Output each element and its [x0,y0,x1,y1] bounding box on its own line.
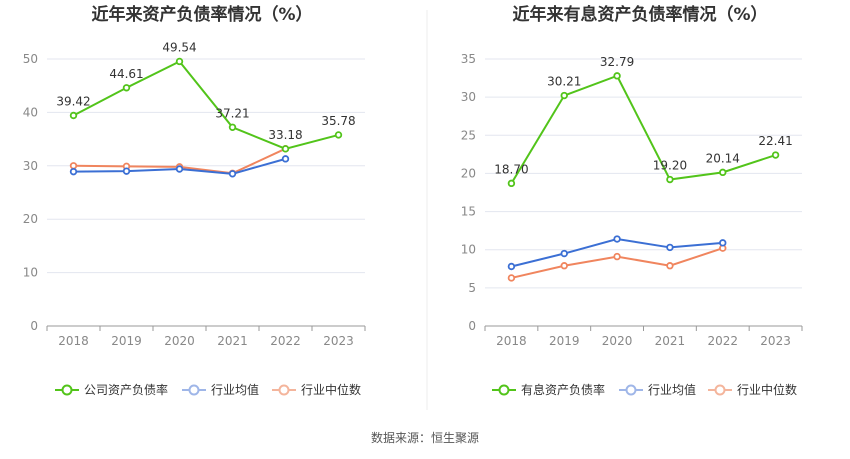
y-tick-label-left: 10 [23,266,38,280]
data-point-avg-left[interactable] [122,167,131,175]
data-source: 数据来源：恒生聚源 [371,430,479,445]
legend-marker-icon [714,384,726,396]
chart-title-left: 近年来资产负债率情况（%） [91,4,312,25]
x-tick-label-left: 2021 [217,334,248,348]
data-point-main-right[interactable] [507,179,516,188]
data-point-median-left[interactable] [69,162,78,170]
x-tick-label-right: 2021 [655,334,686,348]
data-label-right: 20.14 [706,151,740,165]
y-tick-label-right: 0 [468,319,476,333]
data-label-left: 49.54 [162,40,196,54]
x-tick-label-left: 2023 [323,334,354,348]
data-label-left: 33.18 [268,128,302,142]
data-label-left: 39.42 [56,94,90,108]
data-point-median-right[interactable] [560,262,568,270]
legend-label-avg-left: 行业均值 [211,382,259,397]
data-point-main-left[interactable] [122,84,131,92]
x-tick-label-right: 2023 [760,334,791,348]
legend-label-median-left: 行业中位数 [301,382,361,397]
data-point-avg-right[interactable] [560,249,568,258]
legend-label-avg-right: 行业均值 [648,382,696,397]
data-point-main-left[interactable] [228,123,237,131]
x-tick-label-left: 2022 [270,334,301,348]
y-tick-label-left: 40 [23,105,38,119]
data-label-left: 37.21 [215,106,249,120]
data-point-median-right[interactable] [666,262,674,270]
x-tick-label-left: 2020 [164,334,195,348]
plot-right: 0 5 10 15 20 25 30 35 2018 2019 2020 2021 2022 2023 18… [461,52,803,348]
legend-item-avg-left[interactable]: 行业均值 [182,382,259,397]
data-point-main-right[interactable] [719,168,727,177]
data-point-main-right[interactable] [666,175,674,184]
plot-left: 0 10 20 30 40 50 2018 2019 2020 2021 2022 2023 39.42… [23,40,366,348]
data-point-main-right[interactable] [613,72,621,80]
data-label-left: 35.78 [321,114,355,128]
data-point-median-right[interactable] [507,274,516,282]
x-tick-label-right: 2022 [707,334,738,348]
data-label-right: 22.41 [758,134,792,148]
data-point-avg-right[interactable] [666,243,674,252]
data-label-right: 30.21 [547,75,581,89]
data-point-avg-left[interactable] [281,155,290,163]
x-tick-label-left: 2019 [111,334,142,348]
data-point-avg-left[interactable] [175,165,184,173]
legend-label-main-left: 公司资产负债率 [84,382,168,397]
data-point-avg-left[interactable] [228,170,237,178]
data-point-main-left[interactable] [69,111,78,120]
data-point-avg-left[interactable] [69,167,78,176]
x-tick-label-left: 2018 [58,334,89,348]
y-tick-label-left: 0 [30,319,38,333]
x-tick-label-right: 2018 [496,334,527,348]
data-point-median-right[interactable] [613,252,621,261]
series-line-avg-right [511,238,723,268]
legend-marker-icon [188,384,200,396]
data-label-right: 19.20 [653,159,687,173]
legend-marker-icon [278,384,290,396]
legend-item-main-left[interactable]: 公司资产负债率 [55,382,168,397]
data-point-main-right[interactable] [771,151,780,159]
legend-marker-icon [625,384,637,396]
series-line-main-right [510,74,776,184]
legend-label-main-right: 有息资产负债率 [521,382,605,397]
legend-label-median-right: 行业中位数 [737,382,797,397]
legend-item-median-right[interactable]: 行业中位数 [708,382,797,397]
data-label-left: 44.61 [109,67,143,81]
legend-left: 公司资产负债率 行业均值 行业中位数 [55,382,361,397]
y-tick-label-right: 20 [461,166,476,180]
legend-item-avg-right[interactable]: 行业均值 [619,382,696,397]
legend-item-main-right[interactable]: 有息资产负债率 [492,382,605,397]
data-point-main-left[interactable] [334,131,343,139]
y-tick-label-left: 50 [23,52,38,66]
y-tick-label-right: 5 [468,281,476,295]
data-label-right: 32.79 [600,55,634,69]
series-line-median-right [511,247,724,279]
y-tick-label-right: 15 [461,205,476,219]
data-point-avg-right[interactable] [719,239,727,247]
data-point-avg-right[interactable] [613,235,621,243]
data-point-avg-right[interactable] [507,262,516,271]
data-point-main-left[interactable] [175,57,184,66]
data-point-main-left[interactable] [281,145,290,153]
legend-marker-icon [61,384,73,396]
x-tick-label-right: 2019 [549,334,580,348]
y-tick-label-right: 25 [461,128,476,142]
data-label-right: 18.70 [494,162,528,176]
chart-title-right: 近年来有息资产负债率情况（%） [512,4,767,25]
y-tick-label-left: 30 [23,159,38,173]
y-tick-label-right: 10 [461,243,476,257]
legend-item-median-left[interactable]: 行业中位数 [272,382,361,397]
x-tick-label-right: 2020 [602,334,633,348]
y-tick-label-left: 20 [23,212,38,226]
y-tick-label-right: 30 [461,90,476,104]
legend-right: 有息资产负债率 行业均值 行业中位数 [492,382,797,397]
data-point-main-right[interactable] [560,91,568,100]
legend-marker-icon [498,384,510,396]
y-tick-label-right: 35 [461,52,476,66]
series-line-main-left [73,60,339,150]
